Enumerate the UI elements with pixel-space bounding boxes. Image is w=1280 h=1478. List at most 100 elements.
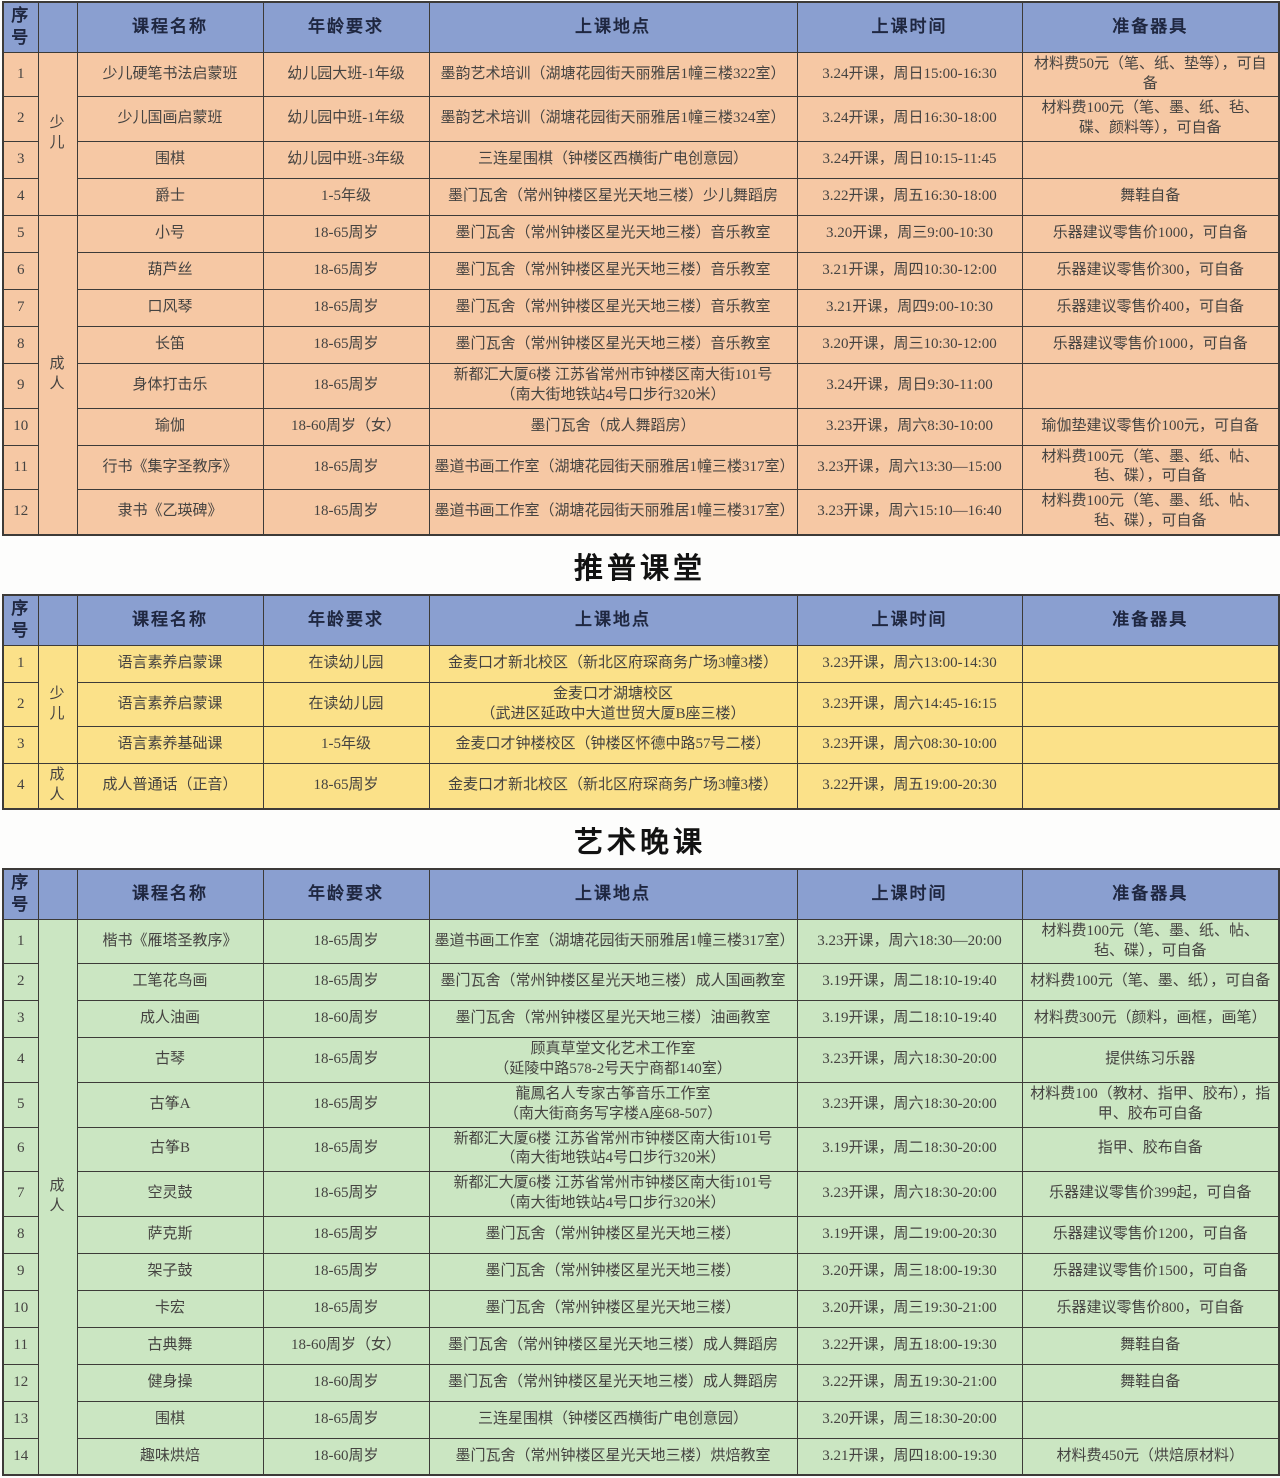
- course-row: 3 成人油画 18-60周岁 墨门瓦舍（常州钟楼区星光天地三楼）油画教室 3.19开课，…: [2, 1000, 1280, 1039]
- equipment-cell: 材料费100元（笔、墨、纸、帖、毡、碟），可自备: [1021, 489, 1280, 536]
- class-time-cell: 3.23开课，周六18:30-20:00: [796, 1037, 1023, 1083]
- row-number-cell: 13: [2, 1400, 39, 1439]
- putonghua-course-rows: 1 少儿 语言素养启蒙课 在读幼儿园 金麦口才新北校区（新北区府琛商务广场3幢3楼） 3.…: [2, 644, 1280, 810]
- course-row: 4 古琴 18-65周岁 顾真草堂文化艺术工作室 （延陵中路578-2号天宁商都140…: [2, 1037, 1280, 1083]
- class-time-cell: 3.19开课，周二18:10-19:40: [796, 1000, 1023, 1039]
- course-row: 10 卡宏 18-65周岁 墨门瓦舍（常州钟楼区星光天地三楼） 3.20开课，周三19:…: [2, 1289, 1280, 1328]
- course-row: 8 长笛 18-65周岁 墨门瓦舍（常州钟楼区星光天地三楼）音乐教室 3.20开课，周三…: [2, 326, 1280, 365]
- course-name-cell: 古筝B: [76, 1126, 264, 1173]
- col-header-course: 课程名称: [76, 1, 264, 53]
- age-group-cell: 成人: [37, 763, 78, 810]
- class-location-cell: 墨道书画工作室（湖塘花园街天丽雅居1幢三楼317室）: [428, 918, 798, 965]
- row-number-cell: 3: [2, 141, 39, 180]
- class-location-cell: 墨门瓦舍（常州钟楼区星光天地三楼）音乐教室: [428, 215, 798, 254]
- kids-adults-course-rows: 1 少儿 少儿硬笔书法启蒙班 幼儿园大班-1年级 墨韵艺术培训（湖塘花园街天丽雅居1幢三…: [2, 51, 1280, 536]
- equipment-cell: [1021, 141, 1280, 180]
- equipment-cell: 乐器建议零售价1000，可自备: [1021, 215, 1280, 254]
- course-row: 12 健身操 18-60周岁 墨门瓦舍（常州钟楼区星光天地三楼）成人舞蹈房 3.22开课…: [2, 1363, 1280, 1402]
- col-header-age: 年龄要求: [262, 594, 430, 646]
- col-header-age: 年龄要求: [262, 868, 430, 920]
- equipment-cell: [1021, 681, 1280, 728]
- class-time-cell: 3.21开课，周四10:30-12:00: [796, 252, 1023, 291]
- art-evening-course-table: 序号 课程名称 年龄要求 上课地点 上课时间 准备器具 1 成人 楷书《雁塔圣教序》…: [2, 867, 1280, 1477]
- section-title-putonghua: 推普课堂: [573, 552, 706, 585]
- equipment-cell: 舞鞋自备: [1021, 1363, 1280, 1402]
- equipment-cell: [1021, 1400, 1280, 1439]
- course-row: 6 古筝B 18-65周岁 新都汇大厦6楼 江苏省常州市钟楼区南大街101号 （南大街…: [2, 1126, 1280, 1173]
- course-name-cell: 成人普通话（正音）: [76, 763, 264, 810]
- row-number-cell: 6: [2, 1126, 39, 1173]
- class-time-cell: 3.23开课，周六15:10—16:40: [796, 489, 1023, 536]
- class-location-cell: 新都汇大厦6楼 江苏省常州市钟楼区南大街101号 （南大街地铁站4号口步行320…: [428, 363, 798, 409]
- class-time-cell: 3.22开课，周五19:30-21:00: [796, 1363, 1023, 1402]
- row-number-cell: 9: [2, 1252, 39, 1291]
- class-location-cell: 墨门瓦舍（常州钟楼区星光天地三楼）: [428, 1289, 798, 1328]
- age-requirement-cell: 18-60周岁（女）: [262, 407, 430, 446]
- col-header-course: 课程名称: [76, 594, 264, 646]
- row-number-cell: 1: [2, 918, 39, 965]
- art-evening-course-rows: 1 成人 楷书《雁塔圣教序》 18-65周岁 墨道书画工作室（湖塘花园街天丽雅居1幢三楼…: [2, 918, 1280, 1476]
- course-row: 6 葫芦丝 18-65周岁 墨门瓦舍（常州钟楼区星光天地三楼）音乐教室 3.21开课，周…: [2, 252, 1280, 291]
- class-location-cell: 金麦口才钟楼校区（钟楼区怀德中路57号二楼）: [428, 726, 798, 765]
- row-number-cell: 8: [2, 1215, 39, 1254]
- col-header-group: [37, 594, 78, 646]
- age-requirement-cell: 18-65周岁: [262, 1037, 430, 1083]
- row-number-cell: 3: [2, 1000, 39, 1039]
- col-header-time: 上课时间: [796, 1, 1023, 53]
- class-time-cell: 3.24开课，周日15:00-16:30: [796, 51, 1023, 98]
- class-time-cell: 3.20开课，周三18:00-19:30: [796, 1252, 1023, 1291]
- col-header-age: 年龄要求: [262, 1, 430, 53]
- class-location-cell: 墨门瓦舍（常州钟楼区星光天地三楼）成人舞蹈房: [428, 1363, 798, 1402]
- row-number-cell: 11: [2, 444, 39, 491]
- table-header-row: 序号 课程名称 年龄要求 上课地点 上课时间 准备器具: [2, 594, 1280, 646]
- class-location-cell: 墨门瓦舍（成人舞蹈房）: [428, 407, 798, 446]
- class-location-cell: 墨门瓦舍（常州钟楼区星光天地三楼）成人舞蹈房: [428, 1326, 798, 1365]
- equipment-cell: [1021, 726, 1280, 765]
- row-number-cell: 2: [2, 963, 39, 1002]
- row-number-cell: 5: [2, 215, 39, 254]
- col-header-location: 上课地点: [428, 594, 798, 646]
- course-name-cell: 架子鼓: [76, 1252, 264, 1291]
- course-row: 7 空灵鼓 18-65周岁 新都汇大厦6楼 江苏省常州市钟楼区南大街101号 （南大街…: [2, 1171, 1280, 1217]
- course-name-cell: 爵士: [76, 178, 264, 217]
- course-row: 13 围棋 18-65周岁 三连星围棋（钟楼区西横街广电创意园） 3.20开课，周三18…: [2, 1400, 1280, 1439]
- col-header-equipment: 准备器具: [1021, 1, 1280, 53]
- course-row: 10 瑜伽 18-60周岁（女） 墨门瓦舍（成人舞蹈房） 3.23开课，周六8:30-1…: [2, 407, 1280, 446]
- age-requirement-cell: 18-65周岁: [262, 1126, 430, 1173]
- class-location-cell: 墨门瓦舍（常州钟楼区星光天地三楼）音乐教室: [428, 289, 798, 328]
- age-requirement-cell: 18-65周岁: [262, 252, 430, 291]
- course-name-cell: 少儿硬笔书法启蒙班: [76, 51, 264, 98]
- class-time-cell: 3.23开课，周六18:30—20:00: [796, 918, 1023, 965]
- age-requirement-cell: 18-65周岁: [262, 1252, 430, 1291]
- class-location-cell: 墨道书画工作室（湖塘花园街天丽雅居1幢三楼317室）: [428, 489, 798, 536]
- col-header-location: 上课地点: [428, 1, 798, 53]
- course-row: 14 趣味烘焙 18-60周岁 墨门瓦舍（常州钟楼区星光天地三楼）烘焙教室 3.21开课…: [2, 1437, 1280, 1476]
- equipment-cell: 乐器建议零售价1500，可自备: [1021, 1252, 1280, 1291]
- class-location-cell: 墨道书画工作室（湖塘花园街天丽雅居1幢三楼317室）: [428, 444, 798, 491]
- class-time-cell: 3.22开课，周五16:30-18:00: [796, 178, 1023, 217]
- course-row: 5 成人 小号 18-65周岁 墨门瓦舍（常州钟楼区星光天地三楼）音乐教室 3.20开课，…: [2, 215, 1280, 536]
- age-requirement-cell: 18-65周岁: [262, 215, 430, 254]
- class-time-cell: 3.19开课，周二19:00-20:30: [796, 1215, 1023, 1254]
- course-row: 11 古典舞 18-60周岁（女） 墨门瓦舍（常州钟楼区星光天地三楼）成人舞蹈房 3.2…: [2, 1326, 1280, 1365]
- col-header-number: 序号: [2, 868, 39, 920]
- class-time-cell: 3.20开课，周三18:30-20:00: [796, 1400, 1023, 1439]
- class-time-cell: 3.20开课，周三10:30-12:00: [796, 326, 1023, 365]
- equipment-cell: 舞鞋自备: [1021, 178, 1280, 217]
- row-number-cell: 4: [2, 1037, 39, 1083]
- class-location-cell: 墨门瓦舍（常州钟楼区星光天地三楼）少儿舞蹈房: [428, 178, 798, 217]
- class-time-cell: 3.22开课，周五18:00-19:30: [796, 1326, 1023, 1365]
- course-name-cell: 长笛: [76, 326, 264, 365]
- course-name-cell: 健身操: [76, 1363, 264, 1402]
- class-location-cell: 墨门瓦舍（常州钟楼区星光天地三楼）音乐教室: [428, 326, 798, 365]
- age-requirement-cell: 18-65周岁: [262, 326, 430, 365]
- course-row: 5 古筝A 18-65周岁 龍鳳名人专家古筝音乐工作室 （南大街商务写字楼A座68-5…: [2, 1081, 1280, 1128]
- course-row: 1 成人 楷书《雁塔圣教序》 18-65周岁 墨道书画工作室（湖塘花园街天丽雅居1幢三楼…: [2, 918, 1280, 1476]
- course-row: 9 架子鼓 18-65周岁 墨门瓦舍（常州钟楼区星光天地三楼） 3.20开课，周三18:…: [2, 1252, 1280, 1291]
- age-requirement-cell: 在读幼儿园: [262, 644, 430, 683]
- col-header-time: 上课时间: [796, 594, 1023, 646]
- row-number-cell: 1: [2, 644, 39, 683]
- row-number-cell: 10: [2, 1289, 39, 1328]
- row-number-cell: 2: [2, 681, 39, 728]
- age-requirement-cell: 18-60周岁: [262, 1000, 430, 1039]
